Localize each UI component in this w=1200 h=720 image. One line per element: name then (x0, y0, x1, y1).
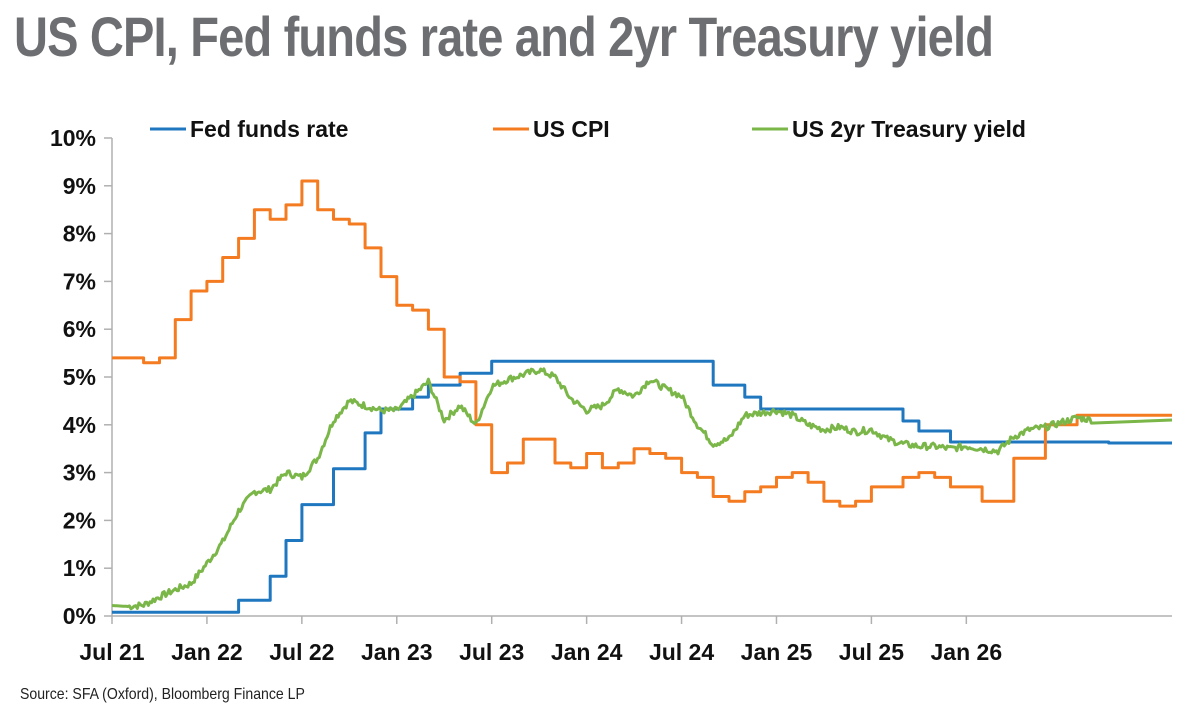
y-axis: 0% 1% 2% 3% 4% 5% 6% 7% 8% 9% 10% (50, 125, 113, 629)
y-tick-label: 9% (63, 173, 96, 199)
y-tick-label: 1% (63, 555, 96, 581)
source-note: Source: SFA (Oxford), Bloomberg Finance … (20, 686, 305, 703)
x-tick-label: Jan 26 (931, 639, 1003, 665)
y-tick-label: 3% (63, 460, 96, 486)
x-tick-label: Jul 25 (839, 639, 904, 665)
series-line-fed-funds-rate (112, 359, 1172, 614)
legend-label: US 2yr Treasury yield (792, 116, 1026, 142)
chart-title: US CPI, Fed funds rate and 2yr Treasury … (14, 5, 994, 68)
y-tick-label: 6% (63, 316, 96, 342)
series-lines (111, 179, 1173, 614)
y-tick-label: 0% (63, 603, 96, 629)
series-line-us-2yr-treasury-yield (111, 367, 1173, 611)
y-tick-label: 5% (63, 364, 96, 390)
x-tick-label: Jul 23 (459, 639, 524, 665)
legend: Fed funds rate US CPI US 2yr Treasury yiel… (150, 116, 1026, 142)
x-tick-label: Jan 25 (741, 639, 813, 665)
y-tick-label: 4% (63, 412, 96, 438)
x-tick-label: Jul 21 (79, 639, 144, 665)
x-axis: Jul 21 Jan 22 Jul 22 Jan 23 Jul 23 Jan 24 Jul … (79, 615, 1172, 665)
legend-label: US CPI (533, 116, 610, 142)
x-tick-label: Jul 22 (269, 639, 334, 665)
x-tick-label: Jul 24 (649, 639, 714, 665)
x-tick-label: Jan 24 (551, 639, 623, 665)
line-chart: Fed funds rate US CPI US 2yr Treasury yiel… (50, 116, 1173, 665)
y-tick-label: 8% (63, 221, 96, 247)
y-tick-label: 10% (50, 125, 96, 151)
x-tick-label: Jan 23 (361, 639, 433, 665)
y-tick-label: 2% (63, 507, 96, 533)
legend-label: Fed funds rate (190, 116, 348, 142)
series-line-us-cpi (112, 179, 1172, 508)
y-tick-label: 7% (63, 268, 96, 294)
x-tick-label: Jan 22 (171, 639, 243, 665)
